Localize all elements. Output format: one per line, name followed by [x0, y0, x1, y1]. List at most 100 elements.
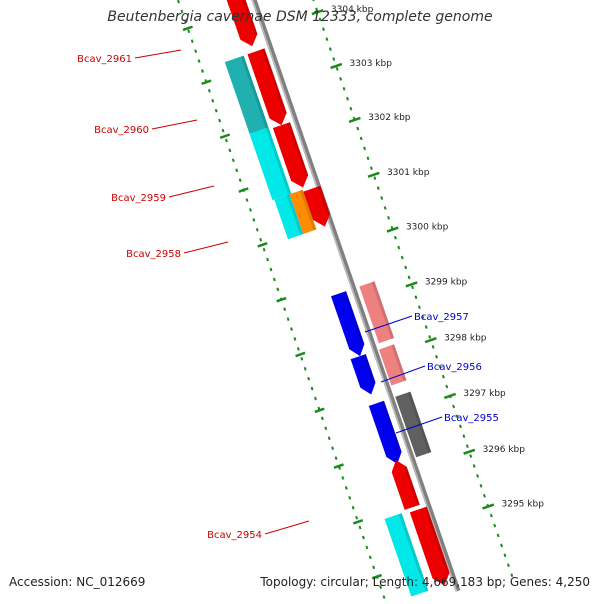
gene-bcav-2960-region[interactable] — [224, 55, 269, 134]
right-scale-track-dot — [462, 434, 466, 439]
left-scale-track-dot — [266, 257, 270, 262]
right-scale-track-dot — [421, 315, 425, 319]
right-scale-track-dot — [493, 523, 497, 528]
gene-label-bcav-2959[interactable]: Bcav_2959 — [111, 193, 166, 204]
left-scale-track-dot — [269, 267, 273, 272]
right-scale-track-dot — [318, 17, 322, 22]
gene-bcav-2961[interactable] — [215, 0, 258, 47]
left-scale-track-dot — [238, 178, 242, 183]
left-scale-track-dot — [296, 347, 300, 351]
left-scale-track-dot — [228, 148, 232, 153]
left-scale-track-dot — [355, 515, 359, 520]
gene-label-bcav-2956[interactable]: Bcav_2956 — [427, 362, 482, 373]
gene-bcav-2959-region-shade — [265, 127, 292, 195]
right-scale-track-dot — [359, 136, 363, 141]
gene-bcav-2957-region-shade — [371, 281, 395, 339]
left-scale-track-dot — [372, 565, 376, 570]
minor-tick — [352, 519, 364, 525]
gene-label-leader — [183, 241, 229, 254]
gene-bcav-2960-shade — [261, 48, 287, 114]
gene-label-bcav-2955[interactable]: Bcav_2955 — [444, 413, 499, 424]
left-scale-track-dot — [361, 535, 365, 540]
right-scale-track-dot — [380, 196, 384, 200]
left-scale-track-dot — [290, 327, 293, 331]
gene-bcav-2957[interactable] — [331, 291, 365, 357]
genome-title: Beutenbergia cavernae DSM 12333, complet… — [107, 9, 493, 25]
right-scale-track-dot — [431, 345, 435, 349]
left-scale-track-dot — [245, 198, 249, 202]
gene-bcav-2955-region[interactable] — [395, 391, 432, 458]
gene-bcav-2958-overlap[interactable] — [289, 189, 317, 234]
right-scale-track-dot — [496, 533, 500, 538]
gene-label-leader — [168, 185, 215, 198]
left-scale-track-dot — [255, 227, 259, 232]
major-tick — [386, 226, 399, 233]
right-scale-track-dot — [363, 146, 367, 151]
left-scale-track-dot — [211, 98, 215, 103]
major-tick — [348, 116, 361, 124]
accession-label: Accession: NC_012669 — [9, 575, 146, 589]
right-scale-track-dot — [349, 106, 353, 111]
left-scale-track-dot — [327, 436, 331, 441]
left-scale-track-dot — [262, 247, 266, 252]
left-scale-track-dot — [283, 307, 287, 312]
right-scale-track-dot — [506, 563, 510, 568]
scale-label: 3297 kbp — [463, 389, 506, 399]
gene-bcav-2953-region[interactable] — [384, 513, 429, 597]
gene-label-bcav-2958[interactable]: Bcav_2958 — [126, 249, 181, 260]
left-scale-track-dot — [231, 158, 235, 163]
right-scale-track-dot — [315, 7, 319, 12]
left-scale-track-dot — [368, 555, 372, 560]
left-scale-track-dot — [351, 505, 355, 510]
gene-label-bcav-2961[interactable]: Bcav_2961 — [77, 54, 132, 65]
left-scale-track-dot — [303, 366, 307, 371]
left-scale-track-dot — [177, 0, 180, 4]
left-scale-track-dot — [252, 218, 256, 222]
right-scale-track-dot — [397, 245, 401, 250]
right-scale-track-dot — [407, 275, 411, 280]
gene-bcav-2957-region[interactable] — [359, 281, 395, 344]
gene-bcav-2956[interactable] — [350, 354, 376, 395]
right-scale-track-dot — [472, 464, 476, 468]
scale-label: 3299 kbp — [425, 277, 468, 287]
left-scale-track-dot — [207, 89, 211, 93]
minor-tick — [201, 79, 212, 86]
genome-backbone — [251, 0, 461, 592]
gene-label-bcav-2954[interactable]: Bcav_2954 — [207, 530, 262, 541]
gene-bcav-2958-shade — [317, 185, 331, 216]
gene-bcav-2954[interactable] — [391, 460, 420, 510]
right-scale-track-dot — [479, 484, 483, 488]
gene-bcav-2957-shade — [343, 291, 365, 345]
scale-label: 3304 kbp — [331, 5, 374, 15]
gene-label-leader — [151, 119, 198, 130]
gene-label-leader — [380, 365, 426, 383]
gene-bcav-2960[interactable] — [247, 48, 287, 126]
gene-bcav-2959[interactable] — [272, 122, 309, 188]
minor-tick — [371, 573, 383, 580]
gene-bcav-2955[interactable] — [368, 400, 402, 464]
gene-bcav-2958-region[interactable] — [274, 194, 304, 240]
major-tick — [405, 281, 418, 288]
left-scale-track-dot — [341, 476, 345, 480]
right-scale-track-dot — [445, 384, 449, 389]
left-scale-track-dot — [272, 277, 276, 282]
right-scale-track-dot — [376, 186, 380, 190]
gene-bcav-2958[interactable] — [303, 185, 331, 227]
left-scale-track-dot — [320, 416, 324, 421]
left-scale-track-dot — [276, 287, 280, 292]
gene-bcav-2956-region-shade — [391, 344, 407, 382]
gene-bcav-2953[interactable] — [409, 506, 450, 586]
right-scale-track-dot — [503, 553, 507, 558]
major-tick — [463, 448, 476, 455]
right-scale-track-dot — [428, 335, 432, 339]
genome-info-label: Topology: circular; Length: 4,669,183 bp… — [260, 575, 590, 589]
major-tick — [311, 8, 324, 16]
gene-label-bcav-2960[interactable]: Bcav_2960 — [94, 125, 149, 136]
gene-label-bcav-2957[interactable]: Bcav_2957 — [414, 312, 469, 323]
left-scale-track-dot — [197, 59, 201, 63]
gene-bcav-2959-region[interactable] — [249, 127, 292, 201]
gene-bcav-2960-region-shade — [240, 55, 269, 129]
right-scale-track-dot — [366, 156, 370, 161]
right-scale-track-dot — [417, 305, 421, 310]
left-scale-track-dot — [344, 486, 348, 490]
